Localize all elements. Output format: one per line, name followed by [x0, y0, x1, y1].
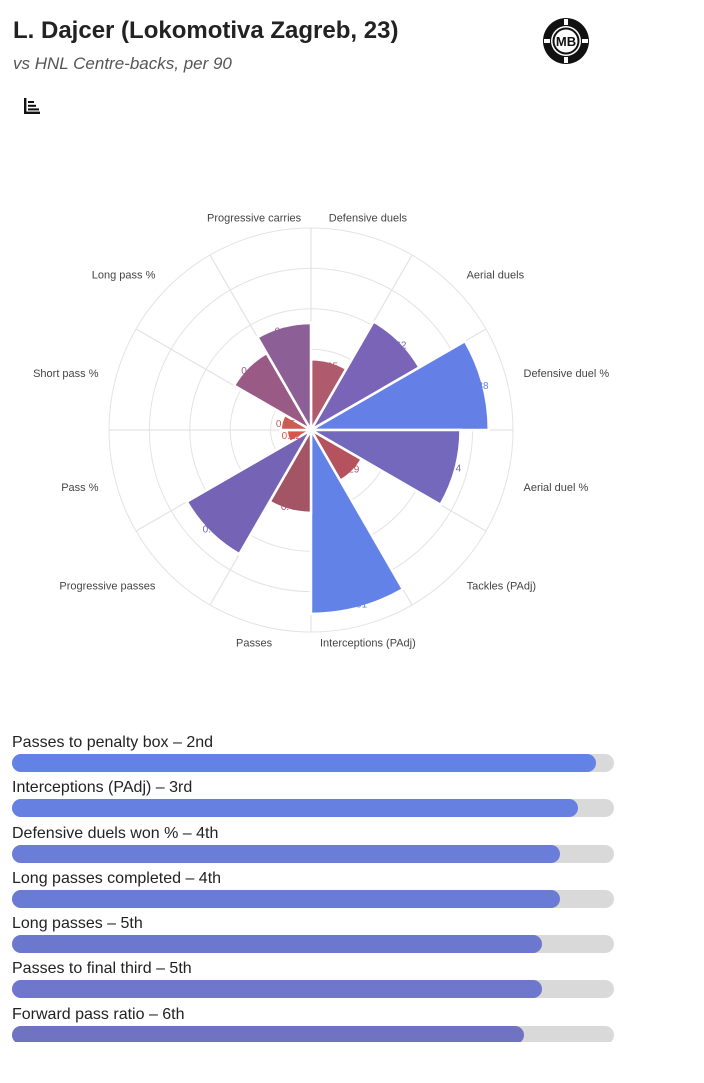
- rank-bar-track: [12, 1025, 614, 1042]
- value-label: 0.71: [203, 525, 223, 536]
- mb-logo: MB: [543, 18, 589, 64]
- rank-bar-track: [12, 889, 614, 908]
- rank-bar: [12, 844, 560, 863]
- value-label: 0.12: [282, 431, 302, 442]
- rank-item: Passes to final third – 5th: [12, 959, 616, 1004]
- axis-label: Long pass %: [92, 269, 156, 281]
- rank-bar: [12, 935, 542, 954]
- rank-label: Passes to penalty box – 2nd: [12, 734, 214, 751]
- axis-label: Aerial duels: [467, 269, 525, 281]
- rank-item: Defensive duels won % – 4th: [12, 824, 616, 869]
- axis-label: Aerial duel %: [524, 482, 589, 494]
- axis-label: Progressive carries: [207, 213, 302, 225]
- axis-label: Defensive duels: [329, 213, 408, 225]
- value-label: 0.74: [442, 464, 462, 475]
- axis-label: Progressive passes: [59, 581, 155, 593]
- value-label: 0.44: [241, 366, 261, 377]
- polar-bar: [306, 339, 491, 432]
- axis-label: Pass %: [61, 482, 99, 494]
- value-label: 0.91: [348, 600, 368, 611]
- polar-bar: [306, 428, 462, 507]
- rank-bar: [12, 799, 578, 818]
- polar-bar-chart: 0.35 0.62 0.88 0.74 0.29 0.91 0.41 0.71 0.120.15…: [33, 213, 610, 650]
- rank-item: Long passes completed – 4th: [12, 869, 616, 914]
- rank-item: Interceptions (PAdj) – 3rd: [12, 778, 616, 823]
- axis-label: Defensive duel %: [524, 368, 610, 380]
- rank-label: Forward pass ratio – 6th: [12, 1005, 185, 1023]
- chart-menu-icon[interactable]: [22, 96, 42, 116]
- value-label: 0.35: [319, 362, 339, 373]
- player-title: L. Dajcer (Lokomotiva Zagreb, 23): [13, 17, 399, 44]
- axis-label: Tackles (PAdj): [467, 581, 536, 593]
- comparison-subtitle: vs HNL Centre-backs, per 90: [13, 54, 232, 73]
- polar-bar: [309, 425, 405, 616]
- rank-bar: [12, 754, 596, 772]
- axis-label: Passes: [236, 638, 273, 650]
- axis-label: Short pass %: [33, 368, 99, 380]
- rank-item: Passes to penalty box – 2nd: [12, 733, 616, 778]
- rank-bar-track: [12, 754, 614, 772]
- polar-bar: [255, 321, 313, 435]
- value-label: 0.41: [281, 502, 301, 513]
- rank-item: Forward pass ratio – 6th: [12, 1005, 616, 1042]
- rank-bar-track: [12, 844, 614, 863]
- rank-label: Interceptions (PAdj) – 3rd: [12, 779, 193, 797]
- rank-item: Long passes – 5th: [12, 914, 616, 959]
- axis-label: Interceptions (PAdj): [320, 638, 416, 650]
- rank-bar: [12, 980, 542, 999]
- value-label: 0.15: [276, 419, 296, 430]
- rank-bar-track: [12, 799, 614, 818]
- value-label: 0.62: [387, 340, 407, 351]
- percentile-rank-list: Passes to penalty box – 2nd Interceptions…: [12, 733, 616, 1042]
- rank-bar: [12, 889, 560, 908]
- value-label: 0.29: [340, 465, 360, 476]
- rank-label: Long passes completed – 4th: [12, 869, 222, 887]
- rank-bar: [12, 1025, 524, 1042]
- rank-label: Long passes – 5th: [12, 915, 143, 933]
- polar-bar: [185, 426, 315, 556]
- rank-bar-track: [12, 935, 614, 954]
- value-label: 0.53: [275, 327, 295, 338]
- value-label: 0.88: [469, 381, 489, 392]
- logo-text: MB: [556, 34, 576, 49]
- rank-label: Passes to final third – 5th: [12, 960, 192, 978]
- rank-bar-track: [12, 980, 614, 999]
- rank-label: Defensive duels won % – 4th: [12, 824, 219, 842]
